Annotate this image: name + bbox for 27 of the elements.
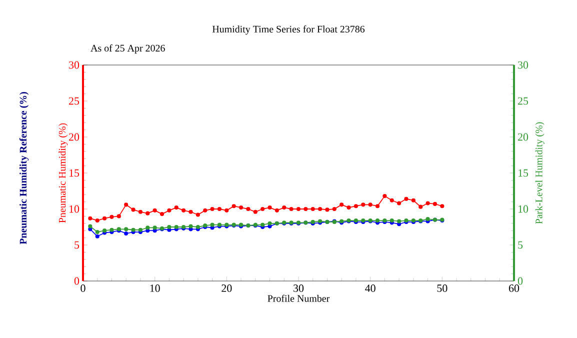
y-axis-title: Pneumatic Humidity (%) [58, 123, 68, 223]
x-tick-label: 30 [294, 284, 304, 292]
chart-subtitle: As of 25 Apr 2026 [90, 44, 165, 54]
y-tick-label: 20 [69, 133, 80, 141]
x-tick-label: 0 [80, 284, 86, 292]
y-tick-label: 25 [69, 97, 80, 105]
x-tick-label: 50 [437, 284, 448, 292]
y-tick-label: 5 [74, 241, 80, 249]
x-tick-label: 40 [365, 284, 376, 292]
y-tick-label: 0 [74, 277, 80, 285]
y2-tick-label: 25 [518, 97, 528, 105]
y2-tick-label: 20 [518, 133, 528, 141]
x-axis-title: Profile Number [268, 294, 330, 302]
x-tick-label: 20 [222, 284, 232, 292]
y2-tick-label: 15 [518, 169, 528, 177]
y-tick-label: 10 [69, 205, 80, 213]
x-tick-label: 10 [150, 284, 160, 292]
y-tick-label: 30 [69, 61, 80, 69]
y2-tick-label: 10 [518, 205, 528, 213]
x-tick-label: 60 [508, 284, 520, 292]
y-tick-label: 15 [69, 169, 80, 177]
y2-tick-label: 0 [518, 277, 523, 285]
y2-axis-title: Park-Level Humidity (%) [535, 122, 544, 224]
y2-tick-label: 5 [518, 241, 523, 249]
chart-title: Humidity Time Series for Float 23786 [212, 25, 365, 35]
text: Pneumatic Humidity Reference (%) [19, 92, 29, 244]
y2-tick-label: 30 [518, 61, 528, 69]
